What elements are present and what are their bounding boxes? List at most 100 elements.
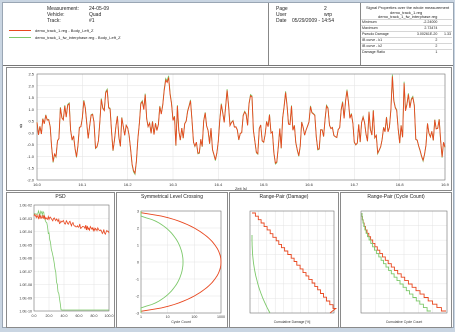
header-info-block: Measurement: 24-05-09 Vehicle: Quad Trac…	[3, 3, 269, 65]
time-history-chart: 2.5 2.0 1.5 1.0 0.5 0.0 -0.5 -1.0 -1.5 -2.016.0 16…	[20, 72, 450, 192]
report-header: Measurement: 24-05-09 Vehicle: Quad Trac…	[3, 3, 453, 66]
psd-xtick-label: 60.0	[76, 314, 83, 318]
time-ytick-label: 2.5	[28, 72, 34, 77]
signal-property-v2	[438, 37, 452, 44]
signal-property-v1: 2	[404, 37, 439, 44]
track-label: Track:	[47, 18, 61, 24]
rpc-xlabel: Cumulative Cycle Count	[386, 320, 422, 324]
time-xtick-label: 16.9	[441, 182, 450, 187]
legend-label-2: demo_track_1_fw_interphase.reg - Body_Le…	[35, 35, 121, 40]
psd-ytick-label: 1.0E-07	[19, 270, 32, 274]
time-xlabel: Zeit [s]	[235, 186, 247, 190]
rpd-xlabel: Cumulative Damage [%]	[274, 320, 311, 324]
page-value: 2	[324, 6, 327, 12]
time-ytick-label: 1.5	[28, 95, 34, 100]
report-page: Measurement: 24-05-09 Vehicle: Quad Trac…	[2, 2, 454, 328]
psd-title: PSD	[55, 194, 66, 200]
user-label: User	[276, 12, 287, 18]
legend-label-1: demo_track_1.reg - Body_Left_Z	[35, 28, 94, 33]
time-ytick-label: -1.5	[27, 166, 35, 171]
psd-xtick-label: 100.0	[105, 314, 114, 318]
rpc-series-line-2	[361, 213, 431, 312]
signal-property-label: Maximum	[361, 25, 405, 32]
lc-xtick-label: 100	[191, 315, 197, 319]
psd-ytick-label: 1.0E-06	[19, 257, 32, 261]
time-xtick-label: 16.1	[78, 182, 87, 187]
signal-property-row: Minimum -2.24000	[361, 19, 452, 26]
signal-property-label: Minimum	[361, 19, 405, 26]
time-xtick-label: 16.8	[396, 182, 405, 187]
rpd-frame	[249, 210, 335, 314]
psd-xtick-label: 80.0	[91, 314, 98, 318]
lc-xtick-label: 1	[140, 315, 142, 319]
psd-ytick-label: 1.0E-09	[19, 296, 32, 300]
psd-ytick-label: 1.0E-05	[19, 243, 32, 247]
psd-xtick-label: 0.0	[32, 314, 37, 318]
time-ytick-label: 2.0	[28, 83, 34, 88]
page-label: Page	[276, 6, 288, 12]
range-pair-count-title: Range-Pair (Cycle Count)	[367, 194, 425, 200]
signal-property-label: Damage Ratio	[361, 49, 405, 55]
signal-property-v2	[438, 43, 452, 50]
lc-ytick-label: 2	[137, 227, 139, 231]
level-crossing-panel: Symmetrical Level Crossing 3 2 1 0 -1 -2 -3 1 10…	[116, 192, 228, 328]
psd-frame	[33, 204, 110, 312]
signal-property-v2	[438, 25, 452, 32]
psd-series-line-2	[33, 209, 109, 311]
signal-property-v1: 2	[404, 43, 439, 50]
time-xtick-label: 16.7	[350, 182, 359, 187]
user-row: User wrp	[276, 12, 332, 18]
lc-ytick-label: -3	[136, 312, 139, 316]
signal-property-row: IB curve - k2 2	[361, 43, 452, 50]
signal-properties-table: Minimum -2.24000 Maximum 2.73474 Pseudo Dama…	[361, 19, 452, 55]
psd-ytick-label: 1.0E-10	[19, 310, 32, 314]
lc-ytick-label: -2	[136, 295, 139, 299]
lc-xtick-label: 1000	[217, 315, 225, 319]
page-row: Page 2	[276, 6, 327, 12]
psd-chart: 1.0E-02 1.0E-03 1.0E-04 1.0E-05 1.0E-06 1.0E-…	[19, 204, 114, 319]
date-row: Date 05/29/2009 - 14:54	[276, 18, 334, 24]
time-ytick-label: -2.0	[27, 178, 35, 183]
vehicle-value: Quad	[89, 12, 102, 18]
psd-ytick-label: 1.0E-04	[19, 230, 32, 234]
signal-file-1: demo_track_1.reg	[390, 10, 423, 15]
time-ytick-label: 0.5	[28, 119, 34, 124]
user-value: wrp	[324, 12, 333, 18]
signal-property-v2	[438, 19, 452, 26]
time-ytick-label: 1.0	[28, 107, 34, 112]
date-value: 05/29/2009 - 14:54	[292, 18, 334, 24]
time-series-line-2	[36, 74, 446, 176]
header-page-block: Page 2 User wrp Date 05/29/2009 - 14:54	[268, 3, 361, 65]
time-xtick-label: 16.2	[124, 182, 133, 187]
time-xtick-label: 16.6	[305, 182, 314, 187]
time-history-panel: 2.5 2.0 1.5 1.0 0.5 0.0 -0.5 -1.0 -1.5 -2.0 16.0 16…	[6, 67, 452, 191]
lc-ytick-label: 0	[137, 261, 139, 265]
lc-xtick-label: 10	[166, 315, 170, 319]
signal-property-row: IB curve - k1 2	[361, 37, 452, 44]
rpd-series-line-1	[252, 212, 338, 314]
psd-xtick-label: 20.0	[46, 314, 53, 318]
psd-series-line-1	[33, 213, 110, 236]
lc-ytick-label: 3	[137, 210, 139, 214]
measurement-value: 24-05-09	[89, 6, 110, 12]
signal-property-label: IB curve - k2	[361, 43, 405, 50]
time-ytick-label: 0.0	[28, 130, 34, 135]
signal-properties-block: Signal Properties over the whole measure…	[360, 3, 453, 65]
time-plot-frame	[36, 73, 446, 181]
lc-series-line-1	[140, 211, 222, 313]
psd-ytick-label: 1.0E-08	[19, 283, 32, 287]
lc-ytick-label: 1	[137, 244, 139, 248]
time-series-line-1	[36, 76, 446, 175]
signal-property-row: Maximum 2.73474	[361, 25, 452, 32]
rpd-series-line-2	[251, 235, 271, 314]
signal-properties-title: Signal Properties over the whole measure…	[366, 5, 450, 10]
time-ytick-label: -1.0	[27, 154, 35, 159]
range-pair-damage-title: Range-Pair (Damage)	[259, 194, 309, 200]
time-xtick-label: 16.0	[33, 182, 42, 187]
time-ylabel: g	[20, 123, 23, 129]
legend-swatch-1	[9, 30, 31, 32]
vehicle-row: Vehicle: Quad	[47, 12, 101, 18]
track-value: #1	[89, 18, 95, 24]
signal-file-2: demo_track_1_fw_interphase.reg	[378, 14, 438, 19]
psd-ytick-label: 1.0E-02	[19, 204, 32, 208]
